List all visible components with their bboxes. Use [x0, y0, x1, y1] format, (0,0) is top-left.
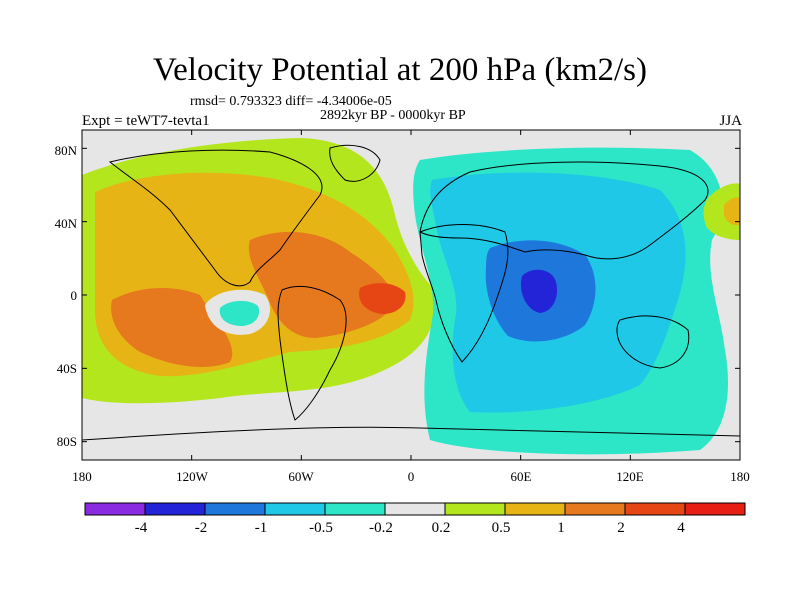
colorbar-box-8 — [504, 502, 566, 516]
colorbar-label-7: 0.5 — [492, 520, 511, 536]
colorbar — [84, 502, 746, 516]
lon-label-0: 0 — [408, 469, 415, 484]
contour-east-edge — [703, 183, 740, 240]
colorbar-label-9: 2 — [617, 520, 625, 536]
colorbar-label-10: 4 — [677, 520, 685, 536]
rmsd-diff-stats: rmsd= 0.793323 diff= -4.34006e-05 — [190, 94, 392, 109]
lat-label-0: 0 — [71, 288, 78, 303]
time-period-label: 2892kyr BP - 0000kyr BP — [320, 108, 466, 123]
contour-positive-high-2 — [248, 231, 395, 338]
colorbar-box-7 — [444, 502, 506, 516]
lon-label-180e: 180 — [730, 469, 750, 484]
colorbar-box-2 — [144, 502, 206, 516]
lat-label-80s: 80S — [57, 434, 77, 449]
colorbar-label-5: -0.2 — [369, 520, 393, 536]
lat-label-80n: 80N — [55, 143, 78, 158]
lon-label-180w: 180 — [72, 469, 92, 484]
colorbar-box-10 — [624, 502, 686, 516]
colorbar-box-4 — [264, 502, 326, 516]
colorbar-label-3: -1 — [255, 520, 268, 536]
lon-label-60w: 60W — [288, 469, 314, 484]
colorbar-box-9 — [564, 502, 626, 516]
coastline-eurasia — [419, 161, 709, 260]
colorbar-box-11 — [684, 502, 746, 516]
colorbar-label-1: -4 — [135, 520, 148, 536]
lon-label-60e: 60E — [511, 469, 532, 484]
season-label: JJA — [719, 113, 742, 129]
coastline-north-america — [108, 149, 323, 287]
map-title: Velocity Potential at 200 hPa (km2/s) — [152, 52, 648, 88]
colorbar-label-4: -0.5 — [309, 520, 333, 536]
colorbar-box-6 — [384, 502, 446, 516]
colorbar-label-6: 0.2 — [432, 520, 451, 536]
axis-ticks — [81, 130, 741, 460]
coastline-africa — [419, 224, 509, 363]
colorbar-box-1 — [84, 502, 146, 516]
contour-fields — [82, 138, 740, 455]
contour-positive-core — [359, 283, 406, 314]
colorbar-box-3 — [204, 502, 266, 516]
lat-label-40s: 40S — [57, 361, 77, 376]
lon-label-120w: 120W — [176, 469, 209, 484]
colorbar-label-2: -2 — [195, 520, 208, 536]
coastline-australia — [616, 315, 690, 369]
contour-negative-core — [520, 269, 558, 313]
map-panel — [81, 129, 741, 461]
colorbar-box-5 — [324, 502, 386, 516]
lon-label-120e: 120E — [616, 469, 644, 484]
coastline-south-america — [277, 285, 347, 421]
lat-label-40n: 40N — [55, 216, 78, 231]
experiment-label: Expt = teWT7-tevta1 — [82, 113, 210, 129]
contour-positive-high — [111, 288, 233, 367]
coastline-greenland — [329, 144, 381, 182]
colorbar-label-8: 1 — [557, 520, 565, 536]
contour-east-edge-2 — [724, 197, 740, 226]
contour-pacific-negative — [219, 300, 260, 326]
